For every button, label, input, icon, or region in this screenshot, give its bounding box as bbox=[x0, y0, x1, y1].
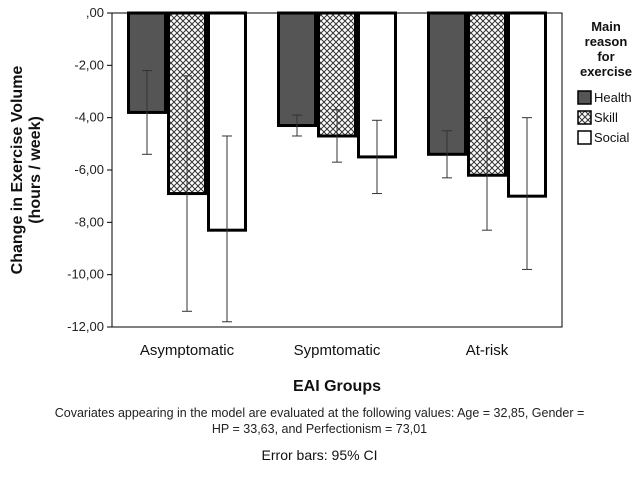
axes: ,00 -2,00 -4,00 -6,00 -8,00 -10,00 -12,00 Asymp… bbox=[9, 5, 563, 395]
legend-swatch-health bbox=[577, 90, 592, 105]
y-tick-label: ,00 bbox=[86, 5, 104, 20]
legend-title-line: Main bbox=[591, 19, 621, 34]
y-tick-label: -12,00 bbox=[67, 319, 104, 334]
y-tick-label: -4,00 bbox=[74, 110, 104, 125]
plot-area bbox=[127, 11, 547, 323]
y-axis-title-line2: (hours / week) bbox=[27, 116, 44, 224]
legend-title-line: exercise bbox=[580, 64, 632, 79]
bar-chart: ,00 -2,00 -4,00 -6,00 -8,00 -10,00 -12,00 Asymp… bbox=[9, 5, 632, 395]
bar-health-2 bbox=[427, 11, 467, 156]
x-category-label: Sypmtomatic bbox=[294, 342, 381, 359]
covariates-note-line1: Covariates appearing in the model are ev… bbox=[54, 406, 585, 420]
legend-title-line: reason bbox=[585, 34, 628, 49]
error-bar-note: Error bars: 95% CI bbox=[261, 447, 378, 463]
legend-swatch-skill bbox=[577, 110, 592, 125]
covariates-note-line2: HP = 33,63, and Perfectionism = 73,01 bbox=[211, 422, 428, 436]
y-tick-label: -6,00 bbox=[74, 162, 104, 177]
x-category-label: Asymptomatic bbox=[140, 342, 235, 359]
legend-label-health: Health bbox=[594, 90, 632, 105]
bar-skill-2 bbox=[467, 11, 507, 177]
x-axis-title: EAI Groups bbox=[293, 378, 381, 395]
bar-health-1 bbox=[277, 11, 317, 128]
y-axis-title-line1: Change in Exercise Volume bbox=[9, 66, 26, 275]
legend-label-social: Social bbox=[594, 130, 630, 145]
y-tick-label: -10,00 bbox=[67, 267, 104, 282]
legend-swatch-social bbox=[577, 130, 592, 145]
legend-label-skill: Skill bbox=[594, 110, 618, 125]
y-tick-label: -8,00 bbox=[74, 214, 104, 229]
legend-title-line: for bbox=[597, 49, 614, 64]
x-category-label: At-risk bbox=[466, 342, 509, 359]
y-tick-label: -2,00 bbox=[74, 57, 104, 72]
